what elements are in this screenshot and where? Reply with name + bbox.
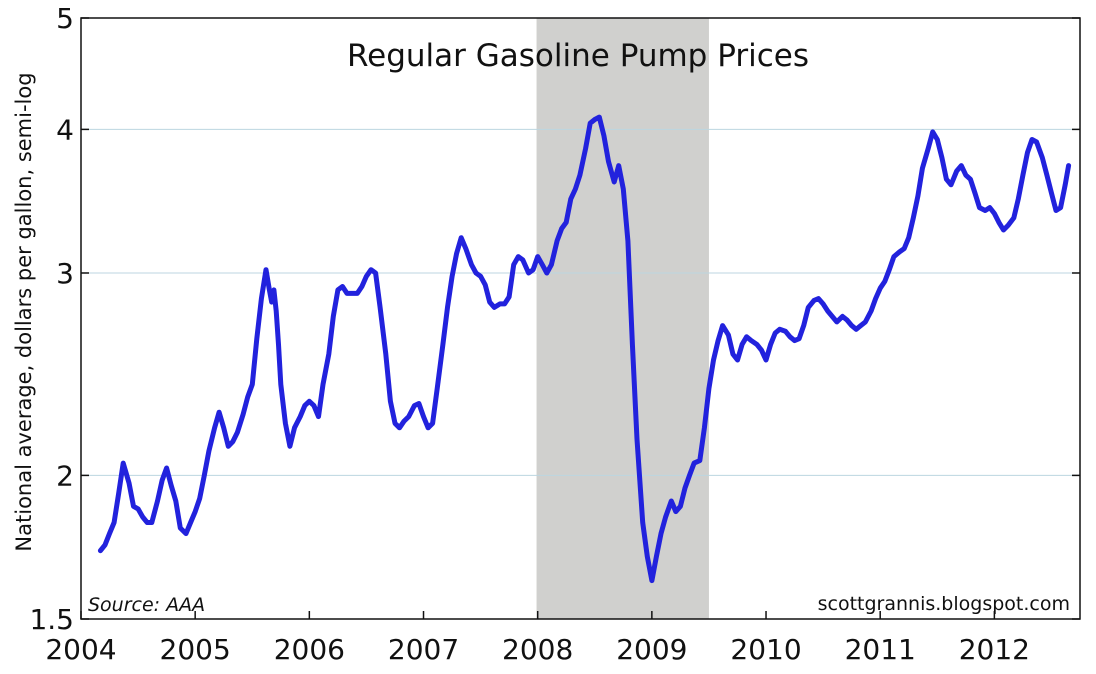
chart-title: Regular Gasoline Pump Prices [347, 38, 809, 74]
x-tick-label: 2008 [502, 633, 573, 666]
y-tick-label: 5 [56, 2, 74, 35]
x-axis-ticks: 2004 2005 2006 2007 2008 2009 2010 2011 2012 [45, 611, 1030, 666]
source-annotation: Source: AAA [88, 594, 205, 616]
y-tick-label: 2 [56, 459, 74, 492]
plot-frame [80, 17, 1081, 620]
y-axis-label: National average, dollars per gallon, se… [12, 72, 36, 551]
x-tick-label: 2006 [274, 633, 345, 666]
x-tick-label: 2007 [388, 633, 459, 666]
x-tick-label: 2005 [160, 633, 231, 666]
y-tick-label: 4 [56, 113, 74, 146]
x-tick-label: 2009 [616, 633, 687, 666]
credit-annotation: scottgrannis.blogspot.com [818, 593, 1070, 615]
y-axis-ticks: 1.5 2 3 4 5 [29, 2, 1080, 636]
y-tick-label: 3 [56, 257, 74, 290]
x-tick-label: 2012 [959, 633, 1030, 666]
gridlines [81, 128, 1080, 476]
shaded-region [536, 18, 709, 619]
x-tick-label: 2011 [845, 633, 916, 666]
x-tick-label: 2004 [45, 633, 116, 666]
x-tick-label: 2010 [730, 633, 801, 666]
y-tick-label: 1.5 [29, 603, 74, 636]
series-line [97, 114, 1072, 584]
